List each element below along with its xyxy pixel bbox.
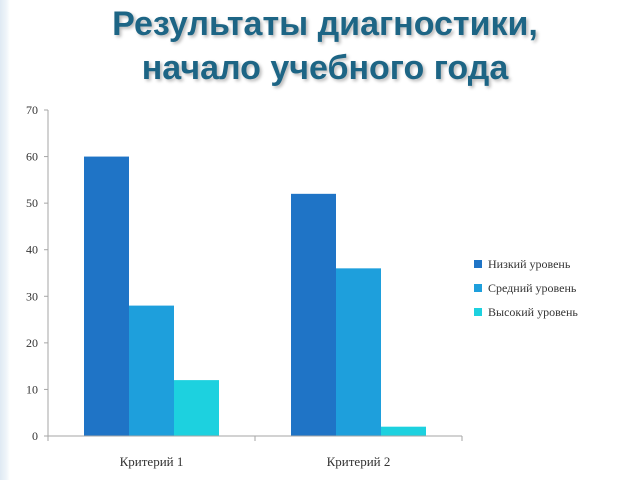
y-tick-label: 30 xyxy=(26,289,38,303)
x-category-label: Критерий 1 xyxy=(120,454,184,469)
y-tick-label: 20 xyxy=(26,336,38,350)
legend-label: Средний уровень xyxy=(488,281,577,295)
x-category-label: Критерий 2 xyxy=(327,454,391,469)
bar xyxy=(336,268,381,436)
y-tick-label: 50 xyxy=(26,196,38,210)
y-tick-label: 40 xyxy=(26,243,38,257)
bar xyxy=(291,193,336,436)
legend-swatch xyxy=(474,260,482,268)
slide-left-border xyxy=(0,0,10,480)
bar xyxy=(84,156,129,437)
legend-swatch xyxy=(474,308,482,316)
y-tick-label: 60 xyxy=(26,150,38,164)
slide-title: Результаты диагностики, начало учебного … xyxy=(10,2,640,90)
slide-title-line-1: Результаты диагностики, xyxy=(112,5,538,43)
legend-label: Высокий уровень xyxy=(488,305,578,319)
legend-label: Низкий уровень xyxy=(488,257,571,271)
bar xyxy=(129,305,174,436)
y-tick-label: 70 xyxy=(26,103,38,117)
bar xyxy=(381,426,426,436)
y-tick-label: 0 xyxy=(32,429,38,443)
y-tick-label: 10 xyxy=(26,382,38,396)
bar xyxy=(174,380,219,436)
slide-title-line-2: начало учебного года xyxy=(141,49,509,87)
legend-swatch xyxy=(474,284,482,292)
